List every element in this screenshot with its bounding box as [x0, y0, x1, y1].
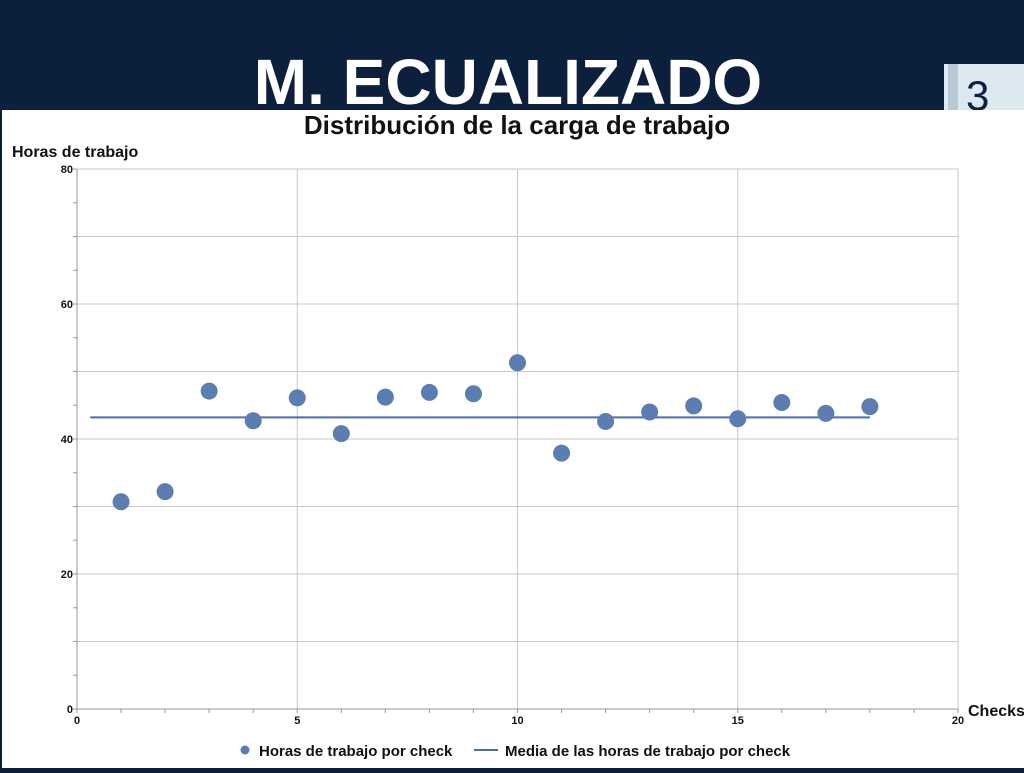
- data-point: [861, 398, 879, 416]
- scatter-chart: Distribución de la carga de trabajo Hora…: [12, 110, 1024, 760]
- legend-label-mean: Media de las horas de trabajo por check: [505, 743, 791, 760]
- data-point: [288, 389, 306, 407]
- legend-marker-points: [240, 745, 250, 755]
- page-number: 3: [966, 72, 990, 119]
- x-tick-label: 10: [511, 715, 523, 727]
- data-point: [817, 404, 835, 422]
- data-point: [332, 425, 350, 443]
- x-tick-label: 0: [74, 715, 80, 727]
- chart-title: Distribución de la carga de trabajo: [304, 110, 730, 140]
- y-tick-label: 40: [61, 434, 73, 446]
- data-point: [112, 493, 130, 511]
- data-point: [729, 410, 747, 428]
- chart-panel: Distribución de la carga de trabajo Hora…: [2, 110, 1024, 768]
- badge-accent-bar: [948, 64, 958, 110]
- x-tick-label: 15: [732, 715, 744, 727]
- data-point: [200, 382, 218, 400]
- legend-label-points: Horas de trabajo por check: [259, 743, 453, 760]
- y-tick-label: 0: [67, 704, 73, 716]
- y-axis-label: Horas de trabajo: [12, 144, 138, 161]
- data-point: [509, 354, 526, 372]
- y-tick-label: 20: [61, 569, 73, 581]
- data-point: [376, 388, 394, 406]
- slide-title: M. ECUALIZADO: [253, 46, 763, 118]
- data-point: [641, 403, 659, 421]
- data-point: [244, 412, 262, 430]
- data-point: [156, 483, 174, 501]
- data-point: [685, 397, 703, 415]
- data-point: [597, 412, 615, 430]
- x-tick-label: 20: [952, 715, 964, 727]
- data-point: [464, 385, 482, 403]
- data-point: [420, 383, 438, 401]
- chart-legend: Horas de trabajo por check Media de las …: [240, 743, 791, 760]
- x-tick-label: 5: [294, 715, 300, 727]
- data-point: [553, 444, 571, 462]
- data-point: [773, 394, 791, 412]
- y-tick-label: 60: [61, 299, 73, 311]
- x-axis-label: Checks: [968, 703, 1024, 720]
- y-tick-label: 80: [61, 164, 73, 176]
